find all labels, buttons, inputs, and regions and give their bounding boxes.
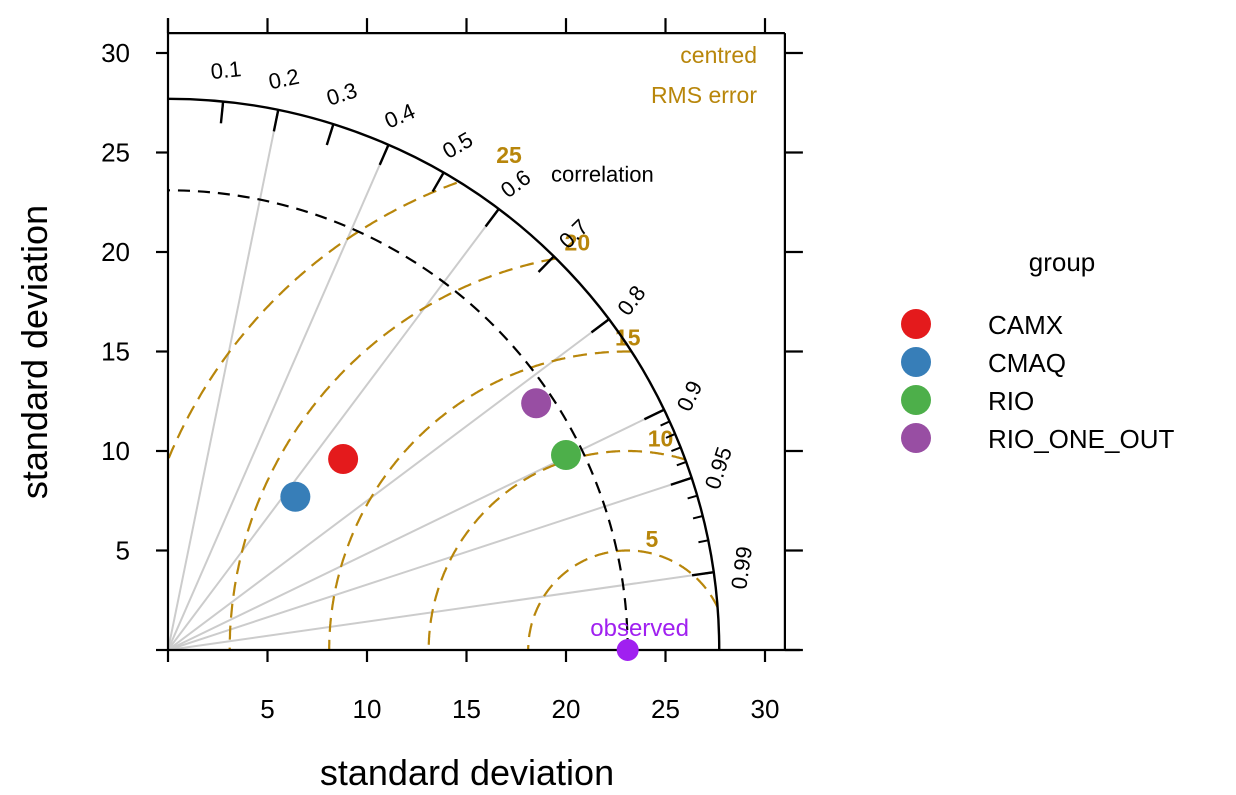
correlation-minor-tick: [687, 494, 698, 500]
correlation-title: correlation: [551, 161, 654, 186]
x-tick-label: 20: [552, 694, 581, 724]
correlation-gridline: [167, 208, 500, 651]
correlation-minor-tick: [660, 420, 671, 427]
legend-title: group: [1029, 247, 1096, 277]
x-tick-label: 15: [452, 694, 481, 724]
legend-marker: [901, 385, 931, 415]
correlation-tick: [670, 476, 693, 486]
data-points: [280, 388, 639, 661]
correlation-tick-label: 0.1: [209, 56, 242, 84]
correlation-gridline: [167, 144, 390, 651]
correlation-minor-tick: [692, 515, 703, 520]
sd-arcs: [167, 97, 721, 651]
reference-sd-arc: [167, 189, 629, 651]
plot-frame: 5 10 15 20 25 30 5 10 15 20 25 30: [101, 18, 803, 724]
legend-marker: [901, 423, 931, 453]
rms-contour-label: 20: [565, 229, 591, 255]
outer-sd-arc: [167, 97, 721, 651]
correlation-tick-label: 0.4: [381, 98, 419, 133]
rms-contour: [228, 257, 556, 650]
y-tick-label: 25: [101, 138, 130, 168]
correlation-tick: [691, 571, 714, 577]
legend-label: CAMX: [988, 310, 1063, 340]
correlation-tick-label: 0.99: [726, 545, 757, 591]
y-axis-label: standard deviation: [14, 205, 55, 499]
x-tick-label: 30: [751, 694, 780, 724]
y-tick-label: 30: [101, 38, 130, 68]
correlation-tick: [378, 144, 390, 166]
x-tick-label: 25: [651, 694, 680, 724]
correlation-minor-tick: [676, 460, 687, 467]
correlation-minor-tick: [698, 539, 709, 544]
correlation-tick: [590, 318, 610, 334]
point-cmaq: [280, 481, 311, 512]
correlation-tick: [272, 109, 280, 132]
correlation-tick: [643, 408, 665, 421]
legend-label: RIO_ONE_OUT: [988, 424, 1174, 454]
correlation-tick: [537, 255, 555, 273]
correlation-tick: [484, 208, 500, 228]
correlation-tick-label: 0.2: [266, 64, 301, 95]
correlation-tick-label: 0.5: [438, 127, 477, 164]
point-camx: [328, 443, 359, 474]
correlation-minor-tick: [671, 446, 682, 452]
rms-contour: [427, 449, 686, 650]
rms-title-line-2: RMS error: [651, 82, 757, 108]
legend-label: RIO: [988, 386, 1034, 416]
correlation-tick-label: 0.8: [612, 281, 650, 320]
correlation-tick-label: 0.95: [700, 444, 737, 492]
rms-contour: [527, 549, 719, 650]
rms-contour: [328, 350, 631, 650]
point-rio: [551, 439, 581, 470]
rms-contour: [167, 181, 458, 461]
x-tick-label: 5: [260, 694, 274, 724]
correlation-tick: [219, 101, 225, 124]
y-tick-label: 5: [116, 536, 130, 566]
rms-contour-label: 10: [648, 425, 674, 451]
x-axis-label: standard deviation: [320, 752, 614, 793]
rms-contour-label: 25: [496, 142, 522, 168]
correlation-tick: [325, 123, 335, 146]
y-tick-label: 10: [101, 436, 130, 466]
legend-label: CMAQ: [988, 348, 1066, 378]
rms-contour-label: 5: [646, 526, 659, 552]
y-tick-label: 15: [101, 337, 130, 367]
legend-marker: [901, 347, 931, 377]
point-rio-one-out: [521, 388, 552, 419]
correlation-minor-tick: [665, 433, 676, 439]
correlation-tick: [431, 172, 445, 193]
correlation-tick-label: 0.3: [323, 78, 360, 111]
observed-label: observed: [590, 615, 689, 642]
correlation-gridline: [167, 318, 610, 651]
correlation-tick-label: 0.9: [672, 377, 708, 415]
correlation-tick-label: 0.6: [496, 165, 535, 203]
y-tick-label: 20: [101, 237, 130, 267]
rms-title-line-1: centred: [680, 42, 757, 68]
x-tick-label: 10: [353, 694, 382, 724]
correlation-gridlines: [167, 109, 714, 651]
legend: group CAMX CMAQ RIO RIO_ONE_OUT: [901, 247, 1174, 454]
legend-marker: [901, 309, 931, 339]
observed-point: [616, 639, 639, 661]
